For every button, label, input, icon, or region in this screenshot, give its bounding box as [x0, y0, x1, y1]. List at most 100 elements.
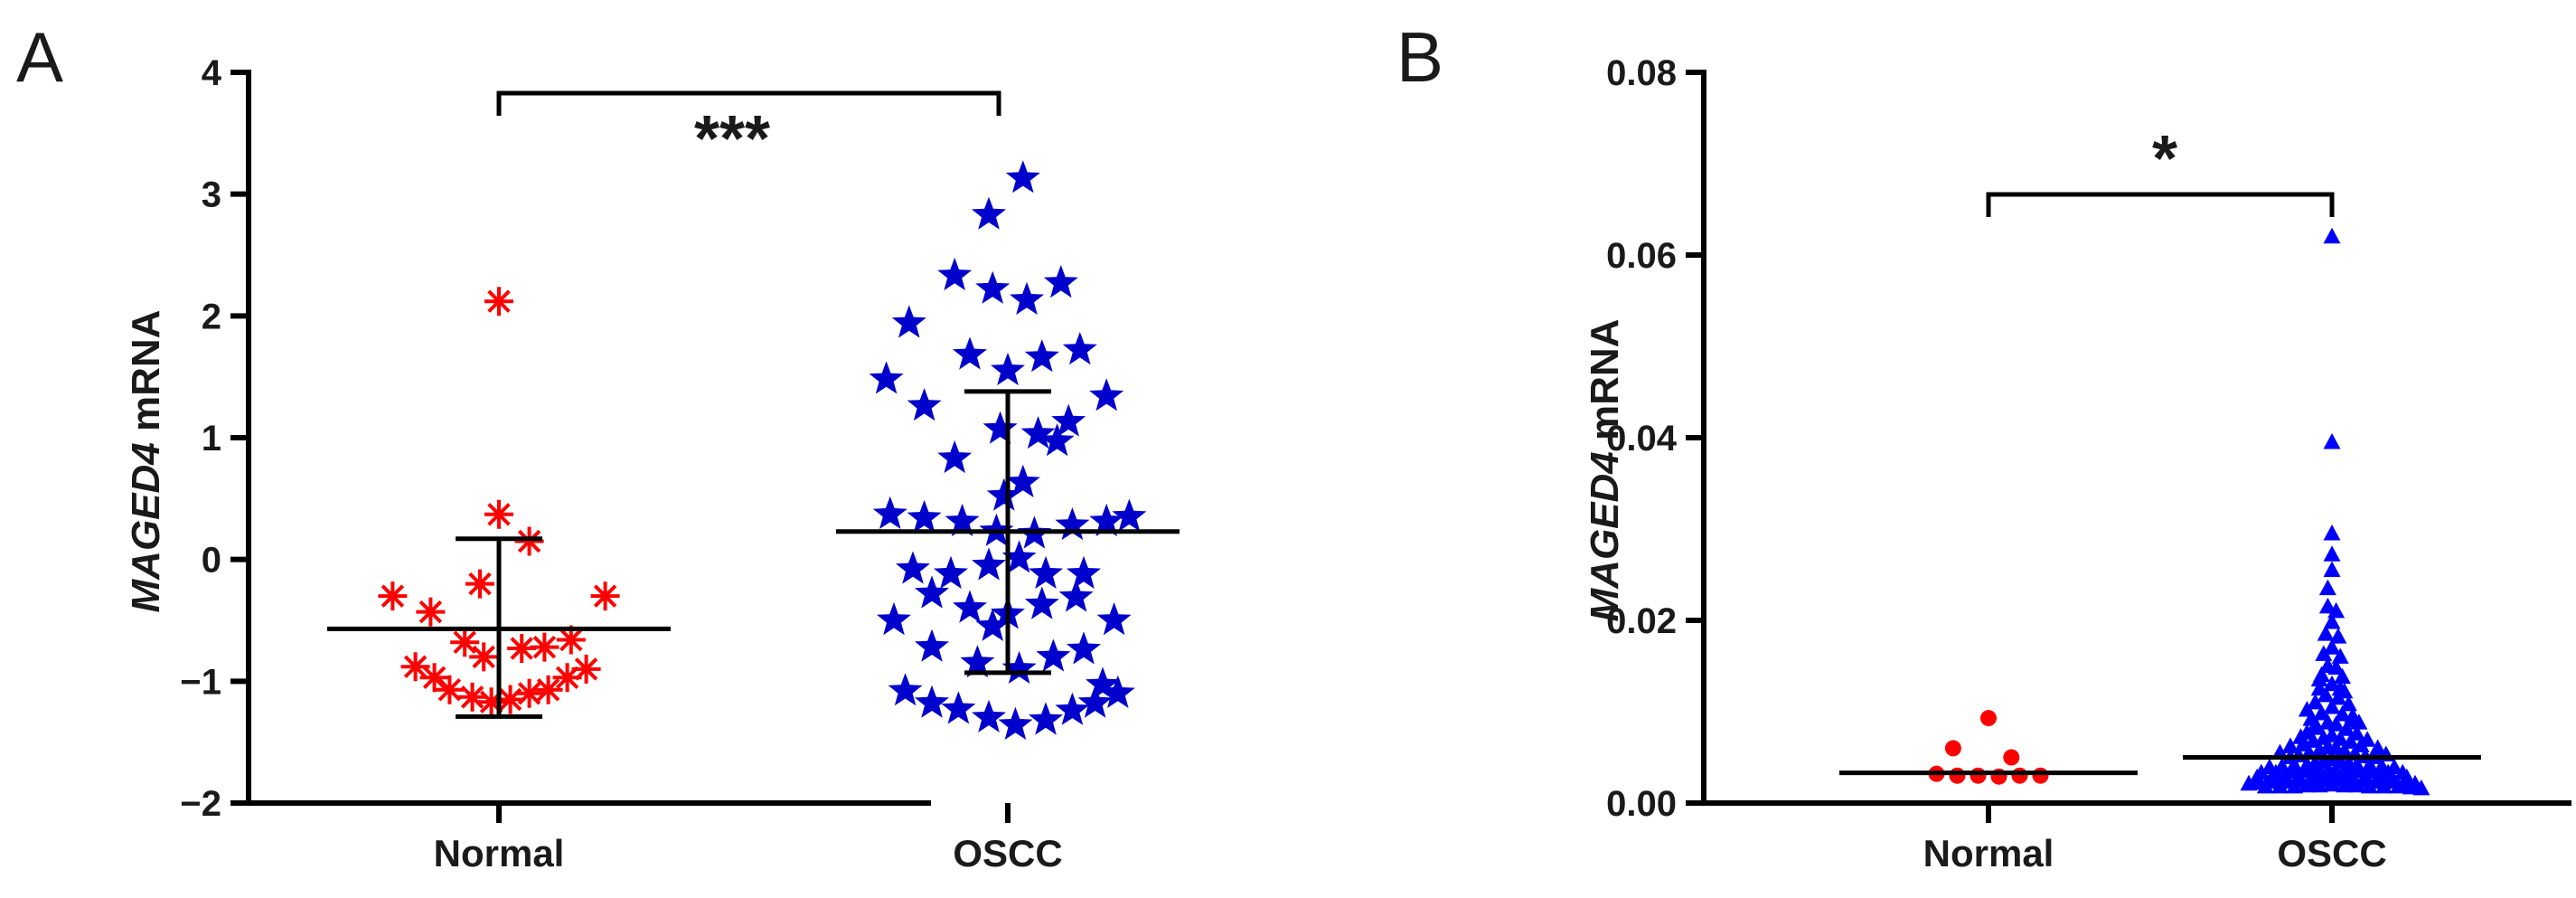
panel-a-point-oscc	[972, 547, 1006, 581]
panel-a-point-oscc	[1112, 498, 1147, 532]
panel-b-point-normal	[2003, 749, 2020, 766]
panel-b-point-oscc	[2323, 675, 2341, 692]
panel-b-x-tick-label: Normal	[1923, 832, 2054, 874]
panel-b-point-oscc	[2334, 705, 2351, 722]
panel-a-point-oscc	[1029, 702, 1063, 735]
panel-a-point-normal	[484, 287, 513, 317]
panel-a-point-oscc	[991, 352, 1025, 386]
panel-b-axes: 0.00 0.02 0.04 0.06 0.08 Normal OSCC	[1606, 53, 2571, 874]
panel-b-point-oscc	[2323, 697, 2341, 714]
panel-b-point-oscc	[2256, 777, 2274, 794]
panel-a-point-oscc	[1100, 675, 1135, 708]
panel-b-y-tick-label: 0.08	[1606, 53, 1677, 93]
panel-b-point-oscc	[2281, 737, 2299, 753]
panel-b: B MAGED4 mRNA 0.00 0.02 0.04 0.06 0.08 Normal…	[1396, 17, 2571, 874]
panel-a-point-oscc	[1089, 503, 1124, 537]
panel-a-point-normal	[435, 675, 465, 704]
panel-a-y-axis-label: MAGED4 mRNA	[124, 310, 168, 613]
panel-b-y-axis-gene: MAGED4	[1583, 451, 1627, 621]
panel-b-point-oscc	[2317, 685, 2335, 703]
panel-a-point-normal	[571, 654, 601, 684]
panel-b-point-oscc	[2323, 227, 2341, 244]
panel-a-y-axis-gene: MAGED4	[124, 442, 168, 612]
panel-b-significance: *	[2152, 123, 2177, 195]
panel-a-point-oscc	[1062, 332, 1097, 365]
panel-a-point-normal	[552, 663, 582, 693]
panel-a-point-oscc	[1005, 160, 1040, 194]
panel-b-point-oscc	[2390, 777, 2408, 794]
panel-a-point-normal	[450, 628, 480, 657]
panel-b-point-oscc	[2369, 739, 2387, 755]
panel-b-point-oscc	[2323, 525, 2341, 541]
panel-b-y-tick-label: 0.02	[1606, 601, 1677, 641]
panel-a-significance-bracket	[496, 90, 1001, 116]
panel-b-point-normal	[1970, 767, 1987, 784]
panel-b-y-tick-label: 0.04	[1606, 419, 1678, 458]
panel-b-y-axis-label: MAGED4 mRNA	[1583, 319, 1627, 622]
panel-b-point-oscc	[2334, 667, 2351, 685]
panel-a-point-normal	[469, 642, 499, 672]
panel-a-point-oscc	[975, 608, 1011, 641]
panel-a-point-normal	[556, 625, 586, 655]
panel-b-point-oscc	[2310, 776, 2328, 793]
panel-a-point-oscc	[888, 673, 923, 706]
panel-a-point-oscc	[907, 499, 942, 534]
panel-b-point-oscc	[2329, 628, 2347, 644]
panel-b-label: B	[1396, 17, 1443, 97]
panel-b-point-normal	[2011, 767, 2028, 784]
panel-a-point-oscc	[1001, 650, 1037, 684]
panel-b-y-axis-unit: mRNA	[1583, 319, 1627, 452]
panel-a-label: A	[16, 17, 63, 97]
panel-a-point-oscc	[896, 551, 930, 584]
panel-a-point-oscc	[1086, 666, 1120, 700]
panel-b-point-oscc	[2313, 704, 2330, 721]
panel-a-point-oscc	[891, 305, 926, 338]
panel-b-y-tick-label: 0.06	[1606, 236, 1677, 276]
panel-b-point-oscc	[2412, 779, 2430, 796]
panel-a-point-normal	[416, 597, 446, 627]
panel-a-y-tick-label: −1	[180, 662, 221, 702]
panel-a-point-oscc	[1024, 586, 1059, 619]
panel-b-point-oscc	[2307, 693, 2325, 710]
panel-a-significance-label: ***	[694, 103, 770, 175]
panel-a-point-normal	[484, 499, 513, 529]
panel-a-point-normal	[533, 675, 563, 704]
panel-a-point-oscc	[1036, 638, 1071, 672]
panel-a-point-oscc	[1089, 378, 1124, 411]
panel-a-point-oscc	[1001, 540, 1037, 573]
panel-b-point-oscc	[2360, 777, 2378, 794]
panel-a-point-normal	[514, 678, 544, 708]
panel-b-point-normal	[1944, 740, 1961, 757]
panel-b-point-normal	[1949, 767, 1966, 784]
panel-a-point-normal	[419, 663, 449, 693]
panel-a-point-normal	[457, 682, 487, 712]
panel-a-marks	[327, 160, 1180, 740]
panel-b-point-oscc	[2310, 670, 2328, 687]
panel-b-point-oscc	[2323, 613, 2341, 629]
panel-a-point-oscc	[945, 503, 980, 537]
panel-b-point-oscc	[2348, 776, 2366, 793]
panel-a-point-oscc	[1096, 602, 1132, 636]
panel-b-point-oscc	[2318, 579, 2336, 596]
panel-a-point-oscc	[915, 629, 949, 662]
panel-a-point-oscc	[1067, 555, 1101, 589]
panel-a-x-tick-label: OSCC	[953, 832, 1062, 874]
panel-a-y-axis-unit: mRNA	[124, 310, 168, 443]
panel-a-y-tick-label: 3	[202, 175, 221, 215]
panel-a-y-tick-label: −2	[180, 784, 221, 824]
panel-b-point-oscc	[2336, 776, 2354, 793]
panel-b-point-oscc	[2298, 700, 2316, 717]
panel-a-x-tick-label: Normal	[434, 832, 565, 874]
panel-a-point-normal	[590, 581, 620, 611]
panel-a-point-oscc	[1029, 555, 1063, 589]
panel-a-point-oscc	[1058, 579, 1094, 612]
panel-b-point-oscc	[2358, 731, 2376, 747]
panel-b-point-oscc	[2350, 714, 2368, 730]
panel-b-significance-bracket	[1986, 192, 2335, 217]
panel-a-point-oscc	[907, 388, 942, 421]
panel-b-point-oscc	[2337, 720, 2355, 736]
panel-b-point-oscc	[2318, 597, 2336, 614]
panel-a-point-oscc	[975, 270, 1011, 304]
panel-a-point-oscc	[1005, 464, 1040, 497]
panel-a-point-oscc	[872, 496, 907, 529]
